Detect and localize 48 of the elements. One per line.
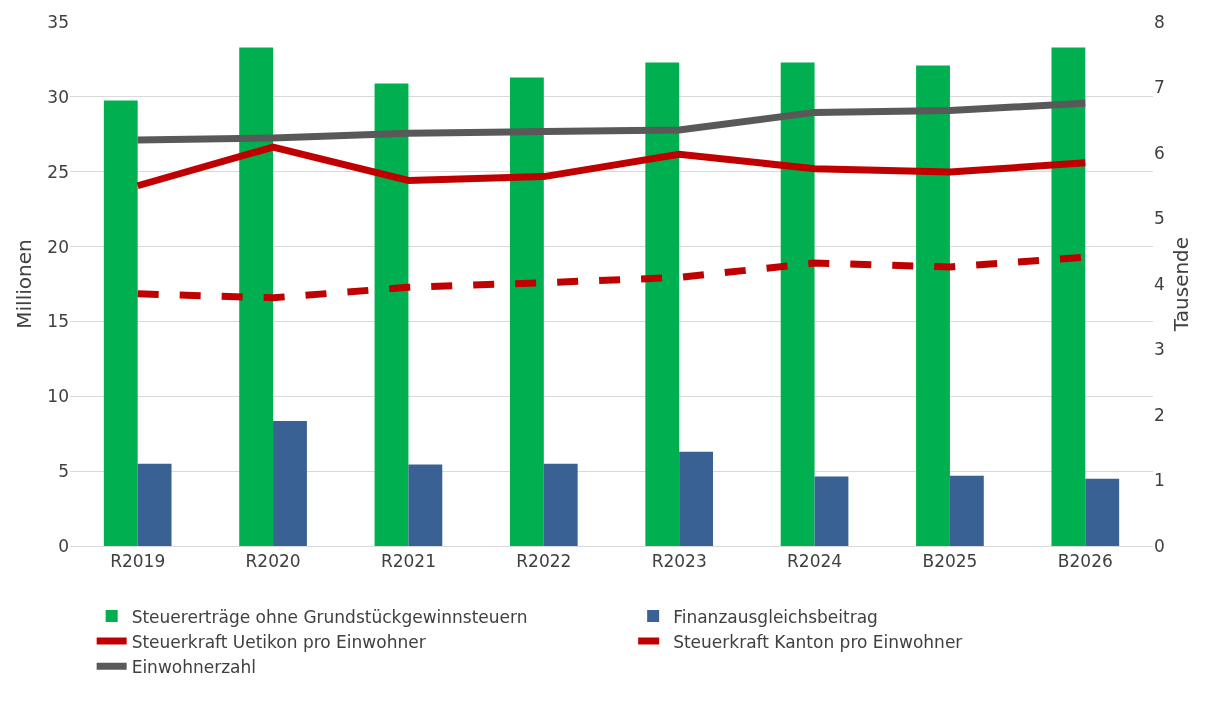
legend-label: Steuererträge ohne Grundstückgewinnsteuern xyxy=(131,606,528,627)
legend-label: Steuerkraft Uetikon pro Einwohner xyxy=(131,631,426,652)
bar xyxy=(137,463,172,546)
x-tick-label: B2026 xyxy=(1057,551,1113,572)
legend-label: Finanzausgleichsbeitrag xyxy=(673,606,878,627)
y2-tick-label: 1 xyxy=(1154,470,1165,491)
bar xyxy=(679,451,714,546)
bar xyxy=(780,62,815,546)
bar xyxy=(273,420,307,546)
x-tick-label: R2020 xyxy=(245,551,301,572)
x-tick-label: B2025 xyxy=(922,551,978,572)
bar xyxy=(103,100,138,546)
bar xyxy=(814,476,849,546)
y-tick-label: 35 xyxy=(47,11,69,32)
x-tick-label: R2024 xyxy=(787,551,843,572)
bar xyxy=(645,62,680,546)
x-tick-label: R2019 xyxy=(110,551,166,572)
x-tick-label: R2023 xyxy=(651,551,707,572)
y2-tick-label: 5 xyxy=(1154,208,1165,229)
y2-tick-label: 7 xyxy=(1154,77,1165,98)
bar xyxy=(408,464,443,546)
bar xyxy=(239,47,274,546)
bar xyxy=(949,475,984,546)
y2-tick-label: 3 xyxy=(1154,339,1165,360)
y2-tick-label: 8 xyxy=(1154,11,1165,32)
y2-tick-label: 6 xyxy=(1154,142,1165,163)
y-axis-title: Millionen xyxy=(11,239,36,329)
bar xyxy=(509,77,544,546)
y-tick-label: 25 xyxy=(47,161,69,182)
bar xyxy=(916,65,950,546)
x-tick-label: R2021 xyxy=(380,551,436,572)
y-tick-label: 0 xyxy=(58,535,69,556)
y-tick-label: 15 xyxy=(47,311,69,332)
y-tick-label: 20 xyxy=(47,236,69,257)
y-tick-label: 10 xyxy=(47,386,69,407)
bar xyxy=(1051,47,1086,546)
legend-label: Steuerkraft Kanton pro Einwohner xyxy=(673,631,963,652)
y2-tick-label: 2 xyxy=(1154,404,1165,425)
y2-tick-label: 0 xyxy=(1154,535,1165,556)
x-tick-label: R2022 xyxy=(516,551,572,572)
bar xyxy=(1085,478,1120,546)
bar xyxy=(543,463,578,546)
bar xyxy=(374,83,409,546)
y2-axis-title: Tausende xyxy=(1169,236,1194,333)
y2-tick-label: 4 xyxy=(1154,273,1165,294)
y-tick-label: 30 xyxy=(47,86,69,107)
legend-label: Einwohnerzahl xyxy=(131,656,257,677)
y-tick-label: 5 xyxy=(58,461,69,482)
